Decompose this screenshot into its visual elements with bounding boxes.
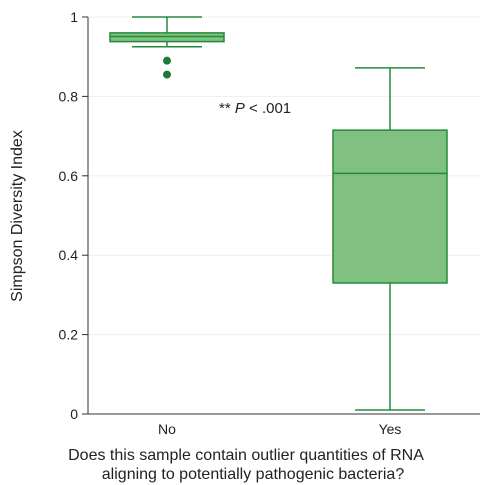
y-tick-label: 0.4 <box>59 247 79 263</box>
y-tick-label: 0 <box>70 406 78 422</box>
y-tick-label: 0.6 <box>59 168 79 184</box>
x-tick-label: Yes <box>379 421 402 437</box>
box-no <box>109 16 225 79</box>
y-tick-label: 0.2 <box>59 327 79 343</box>
significance-annotation: ** P < .001 <box>219 100 291 117</box>
box-series <box>109 16 448 411</box>
y-tick-label: 1 <box>70 9 78 25</box>
box-body <box>332 129 448 284</box>
x-axis-label-line-2: aligning to potentially pathogenic bacte… <box>102 466 405 483</box>
y-tick-label: 0.8 <box>59 88 79 104</box>
outlier-point <box>163 56 171 65</box>
y-axis-label: Simpson Diversity Index <box>9 130 26 302</box>
box-body <box>109 32 225 43</box>
y-axis: 0 0.2 0.4 0.6 0.8 1 No Yes <box>59 9 480 437</box>
annotation-suffix: < .001 <box>245 100 291 117</box>
outlier-point <box>163 70 171 79</box>
annotation-prefix: ** <box>219 100 235 117</box>
box-yes <box>332 67 448 411</box>
x-axis-label-line-1: Does this sample contain outlier quantit… <box>68 447 424 464</box>
annotation-p: P <box>235 100 245 117</box>
x-tick-label: No <box>158 421 176 437</box>
